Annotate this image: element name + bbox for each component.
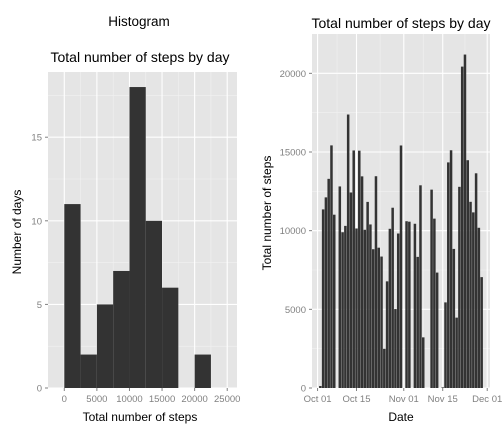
- histogram-x-ticks: 0 5000 10000 15000 20000 25000: [62, 388, 240, 405]
- steps-bar: [324, 197, 328, 388]
- steps-bar: [346, 114, 350, 389]
- y-tick-label: 0: [37, 384, 42, 395]
- histogram-y-axis-title: Number of days: [10, 190, 24, 275]
- y-tick-label: 5: [37, 300, 42, 311]
- steps-bar: [408, 221, 411, 388]
- steps-bar: [441, 387, 444, 388]
- steps-bar: [394, 309, 397, 388]
- steps-by-date-chart: Total number of steps by day Oct 01 Oct 1…: [260, 15, 502, 424]
- x-tick-label: 15000: [149, 394, 175, 405]
- steps-bar: [358, 150, 361, 388]
- steps-bar: [383, 348, 386, 388]
- histogram-bar: [194, 354, 211, 388]
- steps-by-date-title: Total number of steps by day: [312, 15, 491, 31]
- steps-bar: [338, 186, 342, 388]
- histogram-chart: Total number of steps by day 0 5000 10000 1…: [10, 49, 240, 424]
- steps-bar: [449, 150, 453, 388]
- steps-bar: [371, 249, 375, 388]
- steps-bar: [355, 228, 358, 388]
- x-tick-label: 10000: [116, 394, 142, 405]
- histogram-bar: [145, 220, 163, 388]
- steps-by-date-x-ticks: Oct 01 Oct 15 Nov 01 Nov 15 Dec 01: [304, 388, 502, 405]
- steps-bar: [413, 223, 417, 388]
- steps-bar: [321, 209, 325, 388]
- steps-bar: [399, 145, 403, 388]
- steps-bar: [460, 66, 464, 388]
- steps-bar: [369, 224, 372, 388]
- x-tick-label: 5000: [86, 394, 107, 405]
- steps-bar: [319, 386, 322, 388]
- x-tick-label: Oct 01: [304, 394, 332, 405]
- histogram-bar: [129, 87, 146, 389]
- steps-bar: [474, 173, 478, 388]
- x-tick-label: Dec 01: [472, 394, 502, 405]
- y-tick-label: 15000: [280, 148, 306, 159]
- histogram-x-axis-title: Total number of steps: [83, 410, 198, 424]
- steps-by-date-y-ticks: 0 5000 10000 15000 20000: [280, 69, 312, 395]
- steps-bar: [391, 207, 394, 388]
- histogram-bar: [64, 204, 81, 388]
- steps-bar: [472, 212, 475, 388]
- steps-bar: [477, 227, 481, 388]
- steps-bar: [466, 160, 470, 388]
- steps-bar: [352, 150, 355, 388]
- steps-bar: [360, 176, 364, 388]
- histogram-bar: [80, 354, 97, 388]
- histogram-bar: [113, 270, 130, 388]
- steps-bar: [480, 277, 483, 388]
- steps-bar: [363, 229, 367, 388]
- page-title: Histogram: [108, 14, 170, 29]
- steps-bar: [385, 281, 389, 388]
- y-tick-label: 10000: [280, 226, 306, 237]
- steps-bar: [416, 256, 419, 388]
- steps-bar: [419, 185, 422, 388]
- steps-by-date-x-axis-title: Date: [388, 410, 414, 424]
- steps-by-date-y-axis-title: Total number of steps: [260, 156, 274, 271]
- steps-bar: [327, 178, 330, 388]
- steps-bar: [344, 225, 347, 388]
- steps-bar: [430, 189, 433, 388]
- steps-bar: [447, 162, 450, 388]
- histogram-title: Total number of steps by day: [51, 49, 230, 65]
- steps-bar: [377, 247, 381, 388]
- x-tick-label: 0: [62, 394, 67, 405]
- steps-bar: [396, 233, 400, 388]
- histogram-y-ticks: 0 5 10 15: [31, 133, 48, 395]
- steps-bar: [421, 337, 425, 388]
- steps-bar: [332, 214, 336, 388]
- steps-bar: [463, 54, 467, 389]
- histogram-bar: [162, 287, 179, 388]
- steps-bar: [330, 145, 333, 388]
- x-tick-label: 20000: [181, 394, 207, 405]
- x-tick-label: Oct 15: [343, 394, 371, 405]
- steps-bar: [433, 218, 436, 388]
- y-tick-label: 20000: [280, 69, 306, 80]
- x-tick-label: Nov 15: [428, 394, 458, 405]
- steps-bar: [380, 256, 383, 388]
- histogram-bar: [96, 304, 114, 388]
- steps-bar: [349, 192, 353, 388]
- x-tick-label: Nov 01: [389, 394, 419, 405]
- steps-bar: [374, 176, 378, 388]
- y-tick-label: 5000: [285, 305, 306, 316]
- histogram-bars: [64, 87, 211, 389]
- steps-bar: [458, 186, 461, 388]
- y-tick-label: 10: [31, 216, 42, 227]
- steps-bar: [444, 302, 447, 388]
- steps-bar: [455, 317, 458, 388]
- x-tick-label: 25000: [214, 394, 240, 405]
- steps-bar: [405, 221, 408, 388]
- steps-bar: [341, 232, 344, 388]
- steps-bar: [435, 272, 439, 388]
- y-tick-label: 0: [301, 384, 306, 395]
- steps-bar: [366, 201, 369, 388]
- steps-bar: [469, 201, 472, 388]
- steps-bar: [388, 228, 392, 388]
- y-tick-label: 15: [31, 133, 42, 144]
- steps-bar: [452, 248, 456, 388]
- steps-by-date-bars: [319, 54, 483, 389]
